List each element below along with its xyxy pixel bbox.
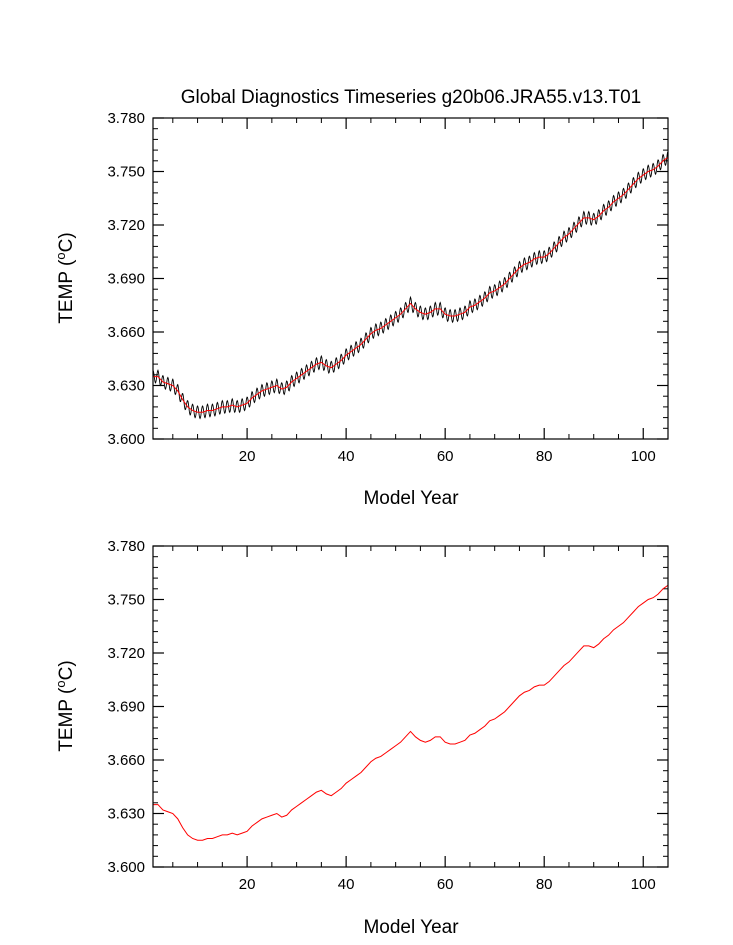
- top-chart-y-axis-label: TEMP (oC): [53, 232, 77, 323]
- bottom-chart-y-tick-label: 3.750: [107, 592, 145, 609]
- bottom-chart-y-tick-label: 3.660: [107, 752, 145, 769]
- top-chart-x-tick-label: 100: [631, 448, 656, 465]
- bottom-chart-ticks: [153, 545, 669, 868]
- bottom-chart-x-tick-label: 60: [437, 876, 454, 893]
- top-chart-y-tick-label: 3.660: [107, 324, 145, 341]
- top-chart-x-tick-labels: 20 40 60 80 100: [239, 448, 656, 465]
- bottom-chart-x-tick-label: 20: [239, 876, 256, 893]
- top-chart-y-tick-label: 3.600: [107, 431, 145, 448]
- top-chart-monthly-series: [152, 152, 669, 420]
- bottom-chart-annual-mean-series: [153, 584, 669, 841]
- bottom-chart-y-tick-label: 3.690: [107, 699, 145, 716]
- top-chart-annual-mean-series: [153, 156, 669, 413]
- bottom-chart-x-axis-label: Model Year: [363, 917, 459, 938]
- bottom-chart-y-tick-label: 3.780: [107, 538, 145, 555]
- bottom-chart-x-tick-label: 40: [338, 876, 355, 893]
- top-chart-x-tick-label: 80: [536, 448, 553, 465]
- top-chart-x-axis-label: Model Year: [363, 488, 459, 509]
- top-chart-y-tick-label: 3.690: [107, 271, 145, 288]
- top-chart-ticks: [153, 117, 669, 440]
- top-chart-x-tick-label: 20: [239, 448, 256, 465]
- top-chart-x-tick-label: 40: [338, 448, 355, 465]
- top-chart-panel: Global Diagnostics Timeseries g20b06.JRA…: [53, 87, 669, 509]
- bottom-chart-y-tick-labels: 3.600 3.630 3.660 3.690 3.720 3.750 3.780: [107, 538, 145, 876]
- top-chart-monthly-line: [152, 152, 669, 420]
- top-chart-plot-frame: [152, 117, 669, 440]
- bottom-chart-panel: 3.600 3.630 3.660 3.690 3.720 3.750 3.780 20 40…: [53, 538, 669, 938]
- bottom-chart-y-axis-label: TEMP (oC): [53, 660, 77, 751]
- top-chart-y-tick-label: 3.750: [107, 164, 145, 181]
- bottom-chart-annual-mean-line: [153, 584, 669, 841]
- chart-title: Global Diagnostics Timeseries g20b06.JRA…: [181, 87, 641, 108]
- bottom-chart-y-tick-label: 3.600: [107, 859, 145, 876]
- top-chart-annual-mean-line: [153, 156, 669, 413]
- top-chart-y-tick-label: 3.720: [107, 217, 145, 234]
- top-chart-y-tick-label: 3.630: [107, 378, 145, 395]
- bottom-chart-plot-frame: [152, 545, 669, 868]
- top-chart-y-tick-labels: 3.600 3.630 3.660 3.690 3.720 3.750 3.780: [107, 110, 145, 448]
- bottom-chart-x-tick-label: 80: [536, 876, 553, 893]
- top-chart-x-tick-label: 60: [437, 448, 454, 465]
- bottom-chart-y-tick-label: 3.630: [107, 806, 145, 823]
- top-chart-y-tick-label: 3.780: [107, 110, 145, 127]
- bottom-chart-y-tick-label: 3.720: [107, 645, 145, 662]
- bottom-chart-x-tick-labels: 20 40 60 80 100: [239, 876, 656, 893]
- bottom-chart-x-tick-label: 100: [631, 876, 656, 893]
